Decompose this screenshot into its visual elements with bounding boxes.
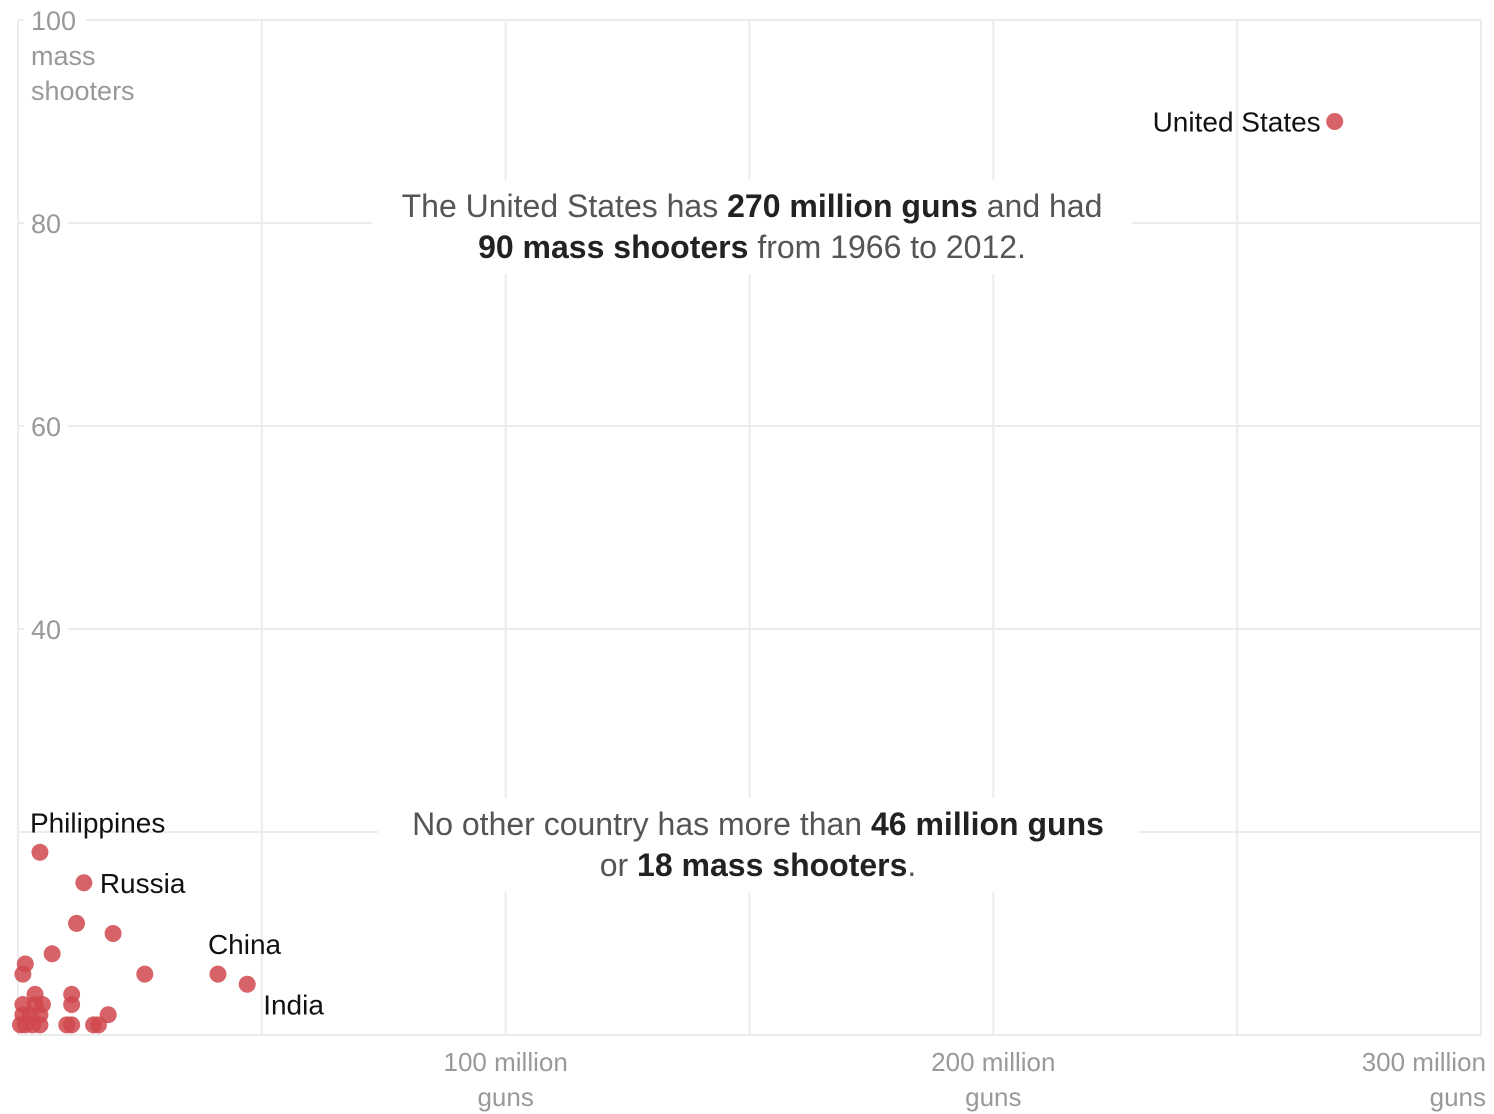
point-india <box>238 975 256 993</box>
annotation-united-states: The United States has 270 million guns a… <box>372 180 1132 274</box>
x-tick-unit: guns <box>477 1082 533 1112</box>
y-axis: 100 mass shooters 80 60 40 <box>24 2 142 645</box>
y-tick-label: 40 <box>31 615 61 645</box>
y-tick-label: 100 <box>31 6 76 36</box>
annotation-text: and had <box>977 188 1103 224</box>
data-point <box>89 1016 107 1034</box>
point-russia <box>75 874 93 892</box>
annotation-text: or <box>599 847 638 883</box>
point-labels: United States Philippines Russia China India <box>30 107 1321 1021</box>
data-point <box>43 945 61 963</box>
annotation-text: No other country has more than <box>412 806 871 842</box>
x-tick-label: 100 million <box>444 1047 568 1077</box>
data-point <box>104 925 122 942</box>
annotation-other-countries: No other country has more than 46 millio… <box>378 798 1138 892</box>
y-unit-background <box>24 38 142 108</box>
y-axis-unit: mass <box>31 41 96 71</box>
point-philippines <box>31 843 49 861</box>
y-tick-label: 60 <box>31 412 61 442</box>
annotation-highlight: 46 million guns <box>870 806 1104 842</box>
annotation-highlight: 18 mass shooters <box>637 847 908 883</box>
y-tick-background <box>24 611 68 643</box>
y-tick-label: 80 <box>31 209 61 239</box>
data-point <box>31 1016 49 1034</box>
y-tick-background <box>24 2 86 34</box>
gridlines <box>17 19 1482 1036</box>
x-tick-unit: guns <box>1430 1082 1486 1112</box>
x-tick-label: 200 million <box>931 1047 1055 1077</box>
country-label: China <box>208 929 282 960</box>
country-label: Philippines <box>30 807 165 838</box>
annotation-text: The United States has <box>401 188 728 224</box>
y-axis-unit: shooters <box>31 76 135 106</box>
country-label: United States <box>1153 107 1321 138</box>
data-point <box>68 914 86 932</box>
point-united-states <box>1326 113 1344 130</box>
data-points <box>11 113 1344 1034</box>
data-point <box>14 965 32 983</box>
annotation-text: from 1966 to 2012. <box>748 229 1026 265</box>
data-point <box>63 996 81 1014</box>
y-tick-background <box>24 205 68 237</box>
country-label: Russia <box>100 868 186 899</box>
y-tick-background <box>24 408 68 440</box>
annotation-highlight: 270 million guns <box>727 188 978 224</box>
data-point <box>63 1016 81 1034</box>
x-axis: 100 million guns 200 million guns 300 millio… <box>444 1047 1486 1112</box>
data-point <box>136 965 154 983</box>
x-tick-unit: guns <box>965 1082 1021 1112</box>
x-tick-label: 300 million <box>1362 1047 1486 1077</box>
country-label: India <box>263 989 324 1020</box>
annotation-text: . <box>907 847 917 883</box>
point-china <box>209 965 227 983</box>
annotation-highlight: 90 mass shooters <box>478 229 749 265</box>
